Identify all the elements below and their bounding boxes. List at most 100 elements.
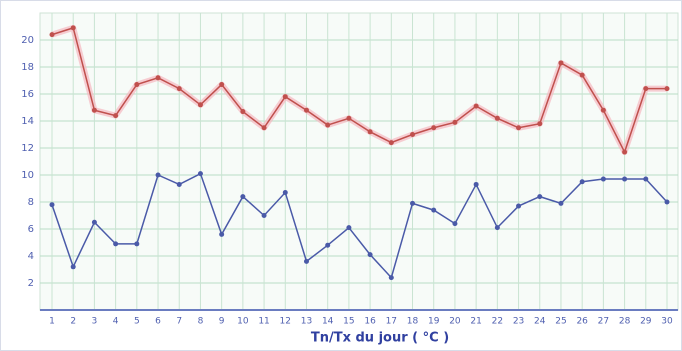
x-tick-label: 3 xyxy=(92,317,98,327)
point xyxy=(282,94,288,100)
point xyxy=(240,194,246,200)
point xyxy=(494,115,500,121)
y-tick-label: 20 xyxy=(21,35,34,46)
x-tick-label: 26 xyxy=(576,317,588,327)
x-tick-label: 29 xyxy=(640,317,652,327)
point xyxy=(579,72,585,78)
point xyxy=(49,202,55,208)
point xyxy=(261,213,267,218)
point xyxy=(155,172,161,178)
point xyxy=(346,225,352,231)
plot-area xyxy=(39,12,679,311)
point xyxy=(303,258,309,264)
point xyxy=(388,275,394,281)
x-tick-label: 27 xyxy=(598,317,609,327)
x-tick-label: 10 xyxy=(237,317,249,327)
x-tick-label: 7 xyxy=(176,317,182,327)
x-tick-label: 20 xyxy=(449,317,461,327)
point xyxy=(473,103,479,109)
line xyxy=(51,172,668,280)
point xyxy=(643,86,649,92)
y-tick-label: 10 xyxy=(21,170,34,181)
point xyxy=(197,102,203,108)
point xyxy=(516,125,522,131)
x-tick-label: 4 xyxy=(113,317,119,327)
point xyxy=(176,181,182,187)
point xyxy=(134,241,140,247)
x-tick-label: 24 xyxy=(534,317,546,327)
point xyxy=(134,82,140,88)
point xyxy=(410,200,416,206)
x-tick-label: 25 xyxy=(555,317,566,327)
point xyxy=(303,107,309,113)
y-tick-label: 4 xyxy=(28,251,34,262)
point xyxy=(70,264,76,270)
point xyxy=(410,132,416,137)
point xyxy=(240,109,246,115)
point xyxy=(325,122,331,128)
x-tick-label: 2 xyxy=(70,317,76,327)
x-tick-label: 8 xyxy=(198,317,204,327)
x-tick-label: 21 xyxy=(470,317,481,327)
point xyxy=(388,140,394,146)
point xyxy=(282,190,288,196)
point xyxy=(622,149,628,155)
point xyxy=(219,82,225,88)
point xyxy=(219,231,225,237)
x-tick-label: 14 xyxy=(322,317,334,327)
point xyxy=(643,176,649,182)
point xyxy=(452,119,458,125)
x-tick-label: 5 xyxy=(134,317,140,327)
point xyxy=(622,176,628,182)
y-tick-label: 12 xyxy=(21,143,34,154)
x-tick-label: 23 xyxy=(513,317,524,327)
point xyxy=(155,75,161,81)
point xyxy=(600,107,606,113)
point xyxy=(197,171,203,177)
point xyxy=(431,207,437,213)
y-tick-label: 6 xyxy=(28,224,34,235)
x-axis-label: Tn/Tx du jour ( °C ) xyxy=(311,331,449,346)
y-tick-label: 14 xyxy=(21,116,34,127)
point xyxy=(367,129,373,135)
point xyxy=(431,125,437,131)
point xyxy=(367,252,373,258)
y-tick-label: 8 xyxy=(28,197,34,208)
point xyxy=(494,225,500,231)
x-tick-label: 12 xyxy=(280,317,291,327)
point xyxy=(558,200,564,206)
point xyxy=(537,121,543,127)
point xyxy=(452,221,458,227)
x-tick-label: 13 xyxy=(301,317,312,327)
point xyxy=(537,194,543,200)
x-tick-label: 9 xyxy=(219,317,225,327)
x-tick-label: 15 xyxy=(343,317,354,327)
point xyxy=(325,242,331,248)
x-tick-label: 30 xyxy=(661,317,673,327)
y-tick-label: 18 xyxy=(21,62,34,73)
point xyxy=(176,86,182,92)
point xyxy=(49,32,55,38)
point xyxy=(600,176,606,182)
point xyxy=(473,181,479,187)
point xyxy=(70,25,76,31)
x-tick-label: 16 xyxy=(364,317,376,327)
point xyxy=(558,60,564,66)
x-tick-label: 17 xyxy=(386,317,397,327)
point xyxy=(113,113,119,119)
point xyxy=(664,86,670,92)
x-tick-label: 28 xyxy=(619,317,631,327)
y-tick-label: 16 xyxy=(21,89,34,100)
x-tick-label: 6 xyxy=(155,317,161,327)
line xyxy=(51,26,667,154)
x-tick-label: 11 xyxy=(258,317,269,327)
x-tick-label: 18 xyxy=(407,317,419,327)
point xyxy=(261,125,267,131)
point xyxy=(579,179,585,185)
x-tick-label: 22 xyxy=(492,317,503,327)
point xyxy=(113,241,119,247)
point xyxy=(516,203,522,209)
point xyxy=(91,107,97,113)
x-tick-label: 19 xyxy=(428,317,440,327)
